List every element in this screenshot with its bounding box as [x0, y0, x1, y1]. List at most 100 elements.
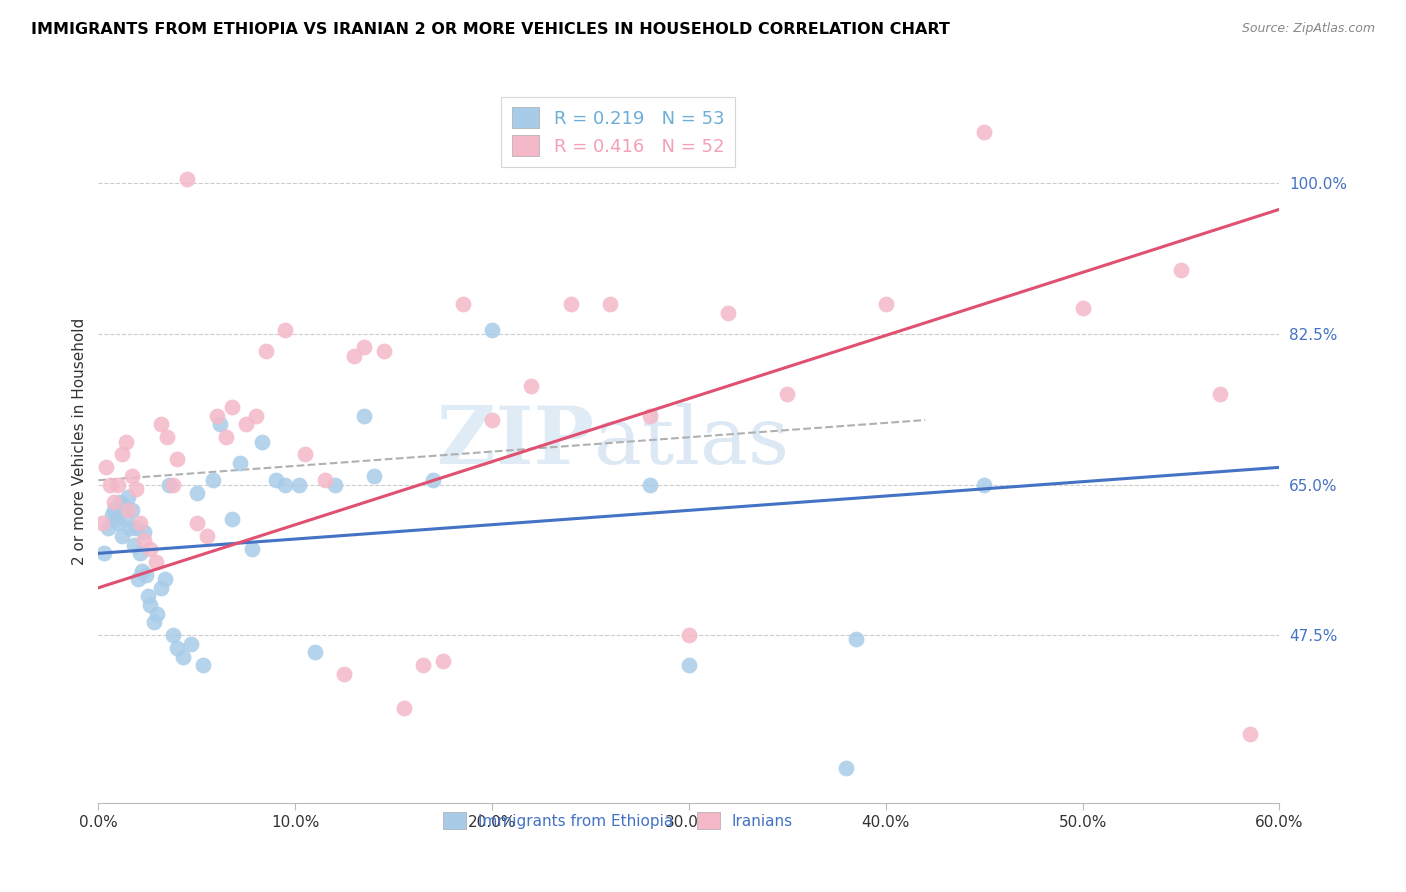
Point [520, 378, 543, 392]
Point [678, 658, 700, 673]
Point [156, 430, 179, 444]
Point [1071, 301, 1094, 316]
Point [353, 409, 375, 423]
Point [136, 590, 159, 604]
Point [235, 417, 257, 432]
Point [107, 516, 129, 531]
Point [229, 456, 252, 470]
Point [155, 572, 177, 586]
Point [845, 632, 868, 647]
Text: atlas: atlas [595, 402, 790, 481]
Point [96, 460, 118, 475]
Point [115, 434, 138, 449]
Point [481, 413, 503, 427]
Point [125, 482, 148, 496]
Point [107, 477, 129, 491]
Point [1209, 387, 1232, 401]
Point [973, 125, 995, 139]
Point [103, 494, 125, 508]
Point [131, 564, 153, 578]
Point [176, 172, 198, 186]
Point [343, 349, 366, 363]
Point [363, 469, 385, 483]
Point [717, 305, 740, 319]
Text: ZIP: ZIP [437, 402, 595, 481]
Text: IMMIGRANTS FROM ETHIOPIA VS IRANIAN 2 OR MORE VEHICLES IN HOUSEHOLD CORRELATION : IMMIGRANTS FROM ETHIOPIA VS IRANIAN 2 OR… [31, 22, 950, 37]
Point [117, 491, 139, 505]
Point [115, 512, 138, 526]
Point [638, 409, 661, 423]
Point [314, 473, 336, 487]
Point [215, 430, 238, 444]
Point [422, 473, 444, 487]
Point [93, 546, 115, 560]
Point [373, 344, 395, 359]
Point [98, 477, 121, 491]
Point [146, 607, 169, 621]
Point [304, 645, 326, 659]
Point [180, 637, 202, 651]
Point [111, 447, 134, 461]
Point [481, 323, 503, 337]
Point [678, 628, 700, 642]
Point [638, 477, 661, 491]
Point [221, 512, 243, 526]
Point [132, 524, 155, 539]
Point [186, 516, 208, 531]
Point [333, 666, 356, 681]
Point [157, 477, 180, 491]
Point [245, 409, 267, 423]
Y-axis label: 2 or more Vehicles in Household: 2 or more Vehicles in Household [72, 318, 87, 566]
Point [128, 546, 150, 560]
Point [835, 761, 858, 775]
Point [101, 508, 124, 522]
Point [250, 434, 273, 449]
Point [97, 520, 120, 534]
Point [91, 516, 114, 531]
Point [195, 529, 218, 543]
Point [1170, 262, 1192, 277]
Point [776, 387, 799, 401]
Point [186, 486, 208, 500]
Point [138, 598, 160, 612]
Point [274, 477, 297, 491]
Point [1239, 727, 1261, 741]
Point [166, 640, 188, 655]
Point [294, 447, 316, 461]
Point [108, 494, 131, 508]
Point [150, 581, 173, 595]
Point [172, 649, 194, 664]
Point [201, 473, 224, 487]
Point [138, 542, 160, 557]
Point [875, 297, 897, 311]
Point [392, 701, 415, 715]
Point [432, 654, 454, 668]
Point [121, 469, 143, 483]
Point [125, 520, 148, 534]
Point [162, 477, 184, 491]
Legend: Immigrants from Ethiopia, Iranians: Immigrants from Ethiopia, Iranians [437, 806, 799, 835]
Point [112, 499, 135, 513]
Point [117, 503, 139, 517]
Point [128, 516, 150, 531]
Point [254, 344, 277, 359]
Point [135, 567, 157, 582]
Point [973, 477, 995, 491]
Point [122, 538, 145, 552]
Point [162, 628, 184, 642]
Point [353, 340, 375, 354]
Point [209, 417, 232, 432]
Point [105, 512, 128, 526]
Point [412, 658, 434, 673]
Point [205, 409, 228, 423]
Point [142, 615, 165, 630]
Point [118, 520, 141, 534]
Point [111, 529, 134, 543]
Point [240, 542, 263, 557]
Point [221, 400, 243, 414]
Point [166, 451, 188, 466]
Point [121, 503, 143, 517]
Point [132, 533, 155, 548]
Point [451, 297, 474, 311]
Text: Source: ZipAtlas.com: Source: ZipAtlas.com [1241, 22, 1375, 36]
